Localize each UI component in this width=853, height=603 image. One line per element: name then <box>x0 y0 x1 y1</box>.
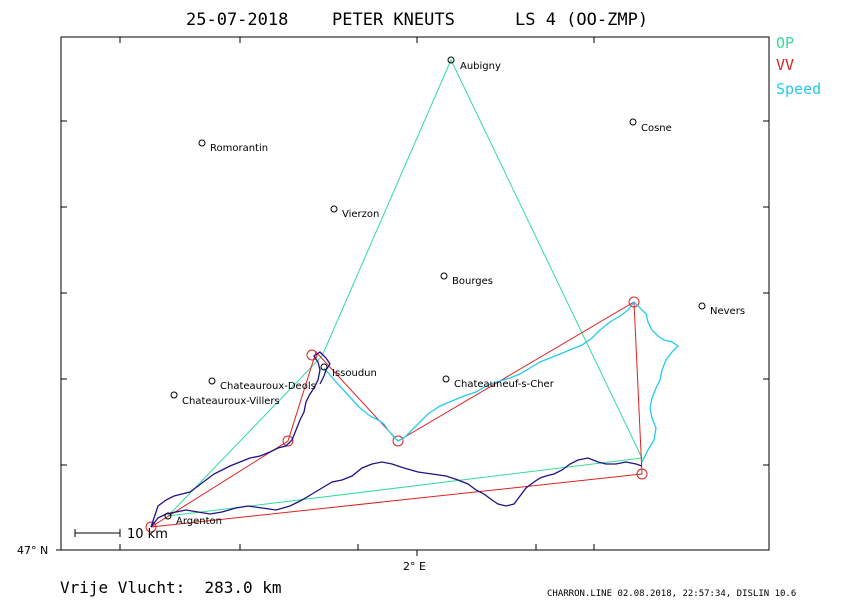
vv-turnpoint <box>306 349 318 361</box>
file-info-text: CHARRON.LINE 02.08.2018, 22:57:34, DISLI… <box>547 589 796 599</box>
title-glider: LS 4 (OO-ZMP) <box>515 10 648 30</box>
city-label: Argenton <box>176 516 222 527</box>
city-chateauroux-deols: Chateauroux-Deols <box>208 377 316 392</box>
city-label: Chateauroux-Deols <box>220 381 316 392</box>
city-label: Aubigny <box>460 61 501 72</box>
lat-axis-label: 47° N <box>17 544 48 557</box>
vv-turnpoint <box>628 296 640 308</box>
vv-line <box>150 301 643 528</box>
speed-track <box>323 301 680 463</box>
vv-turnpoints <box>145 296 648 533</box>
city-label: Nevers <box>710 306 745 317</box>
flight-track <box>150 351 331 528</box>
city-aubigny: Aubigny <box>447 56 501 72</box>
flight-track <box>150 457 643 528</box>
city-label: Chateauroux-Villers <box>182 396 280 407</box>
city-label: Romorantin <box>210 143 268 154</box>
title-date: 25-07-2018 <box>186 10 288 30</box>
lon-axis-label: 2° E <box>403 560 426 573</box>
lon-ticks <box>119 37 595 556</box>
city-bourges: Bourges <box>440 272 493 287</box>
city-cosne: Cosne <box>629 118 672 134</box>
vv-turnpoint <box>145 521 157 533</box>
city-label: Issoudun <box>332 368 377 379</box>
vv-turnpoint <box>392 435 404 447</box>
distance-text: Vrije Vlucht: 283.0 km <box>60 578 282 597</box>
legend-op: OP <box>776 34 794 52</box>
city-chateauneuf-s-cher: Chateauneuf-s-Cher <box>442 375 555 390</box>
city-label: Vierzon <box>342 209 379 220</box>
legend-vv: VV <box>776 56 794 74</box>
lat-ticks <box>56 120 769 551</box>
title-pilot: PETER KNEUTS <box>332 10 455 30</box>
map-frame <box>60 36 770 551</box>
city-label: Cosne <box>641 123 672 134</box>
city-label: Chateauneuf-s-Cher <box>454 379 555 390</box>
city-chateauroux-villers: Chateauroux-Villers <box>170 391 280 407</box>
city-markers: Aubigny Cosne Romorantin Vierzon Bourges… <box>164 56 745 527</box>
vv-turnpoint <box>636 468 648 480</box>
legend-speed: Speed <box>776 80 821 98</box>
city-vierzon: Vierzon <box>330 205 379 220</box>
city-nevers: Nevers <box>698 302 745 317</box>
scale-bar <box>74 529 121 537</box>
city-argenton: Argenton <box>164 512 222 527</box>
city-romorantin: Romorantin <box>198 139 268 154</box>
scale-bar-label: 10 km <box>127 527 168 542</box>
op-task-line <box>167 58 643 517</box>
city-issoudun: Issoudun <box>320 363 377 379</box>
vv-turnpoint <box>282 435 294 447</box>
city-label: Bourges <box>452 276 493 287</box>
